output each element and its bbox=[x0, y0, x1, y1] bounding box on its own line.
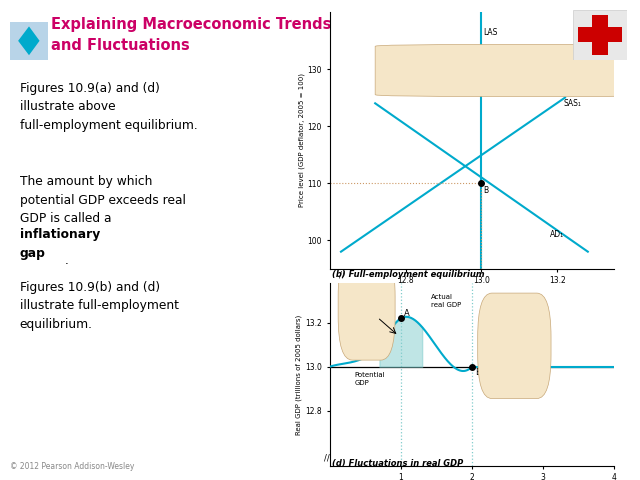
Text: inflationary
gap: inflationary gap bbox=[20, 228, 100, 260]
FancyBboxPatch shape bbox=[338, 252, 395, 360]
FancyBboxPatch shape bbox=[375, 45, 640, 96]
Text: Figures 10.9(a) and (d)
illustrate above
full-employment equilibrium.: Figures 10.9(a) and (d) illustrate above… bbox=[20, 82, 198, 132]
Text: Full
employment: Full employment bbox=[502, 63, 547, 77]
Y-axis label: Real GDP (trillions of 2005 dollars): Real GDP (trillions of 2005 dollars) bbox=[296, 314, 302, 434]
Polygon shape bbox=[18, 26, 40, 55]
Text: B: B bbox=[483, 186, 488, 195]
Bar bbox=[579, 27, 622, 42]
Text: //: // bbox=[324, 453, 330, 462]
Text: Inflationary
gap: Inflationary gap bbox=[348, 300, 386, 313]
Text: Potential
GDP: Potential GDP bbox=[355, 372, 385, 386]
Text: LAS: LAS bbox=[483, 28, 498, 37]
Text: A: A bbox=[404, 309, 410, 318]
Bar bbox=[592, 14, 608, 55]
Text: //: // bbox=[339, 270, 345, 279]
Text: Explaining Macroeconomic Trends: Explaining Macroeconomic Trends bbox=[51, 17, 332, 32]
X-axis label: Real GDP (trillions of 2005 dollars): Real GDP (trillions of 2005 dollars) bbox=[406, 291, 538, 300]
Text: Figures 10.9(b) and (d)
illustrate full-employment
equilibrium.: Figures 10.9(b) and (d) illustrate full-… bbox=[20, 281, 179, 331]
FancyBboxPatch shape bbox=[477, 293, 551, 398]
FancyBboxPatch shape bbox=[10, 22, 48, 60]
Text: (b) Full-employment equilibrium: (b) Full-employment equilibrium bbox=[332, 270, 484, 279]
Text: Actual
real GDP: Actual real GDP bbox=[431, 294, 461, 308]
Text: .: . bbox=[64, 254, 68, 267]
Text: SAS₁: SAS₁ bbox=[563, 99, 581, 108]
Text: © 2012 Pearson Addison-Wesley: © 2012 Pearson Addison-Wesley bbox=[10, 462, 134, 471]
Text: B: B bbox=[475, 368, 481, 377]
Text: The amount by which
potential GDP exceeds real
GDP is called a: The amount by which potential GDP exceed… bbox=[20, 175, 186, 225]
Text: AD₁: AD₁ bbox=[550, 230, 564, 240]
Text: (d) Fluctuations in real GDP: (d) Fluctuations in real GDP bbox=[332, 458, 463, 468]
Text: and Fluctuations: and Fluctuations bbox=[51, 38, 190, 53]
Y-axis label: Price level (GDP deflator, 2005 = 100): Price level (GDP deflator, 2005 = 100) bbox=[298, 73, 305, 207]
Text: Full
employment: Full employment bbox=[493, 339, 536, 353]
